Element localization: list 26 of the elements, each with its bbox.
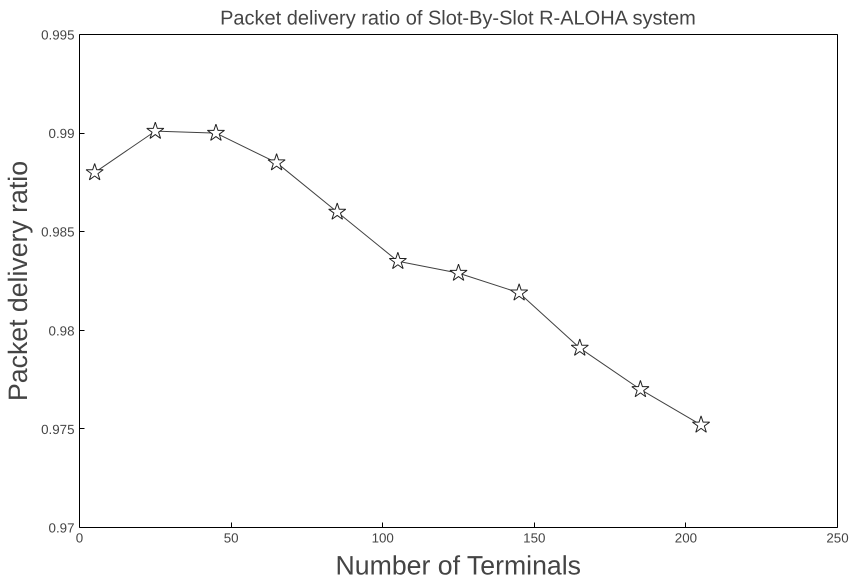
- point: [510, 283, 528, 301]
- point: [570, 338, 589, 356]
- x-tick-label: 200: [674, 530, 698, 546]
- point: [692, 415, 710, 433]
- y-axis-title: Packet delivery ratio: [3, 160, 34, 402]
- y-tick-label: 0.99: [48, 126, 75, 142]
- x-tick-label: 50: [224, 530, 239, 546]
- x-tick-label: 250: [826, 530, 849, 546]
- point: [388, 252, 407, 270]
- y-tick-label: 0.97: [48, 520, 75, 536]
- y-tick-label: 0.98: [48, 323, 75, 338]
- y-tick-label: 0.985: [41, 224, 75, 240]
- point: [146, 122, 164, 139]
- point: [206, 124, 225, 141]
- point: [449, 264, 468, 281]
- y-tick-label: 0.975: [41, 422, 75, 437]
- point: [631, 380, 650, 398]
- x-axis-title: Number of Terminals: [336, 550, 581, 580]
- point: [86, 163, 104, 180]
- y-tick-label: 0.995: [41, 28, 75, 42]
- x-tick-label: 0: [76, 530, 84, 546]
- chart-title: Packet delivery ratio of Slot-By-Slot R-ALOHA system: [220, 8, 696, 30]
- point: [328, 202, 346, 220]
- point: [268, 153, 286, 170]
- x-tick-label: 150: [523, 530, 546, 546]
- x-tick-label: 100: [372, 530, 394, 546]
